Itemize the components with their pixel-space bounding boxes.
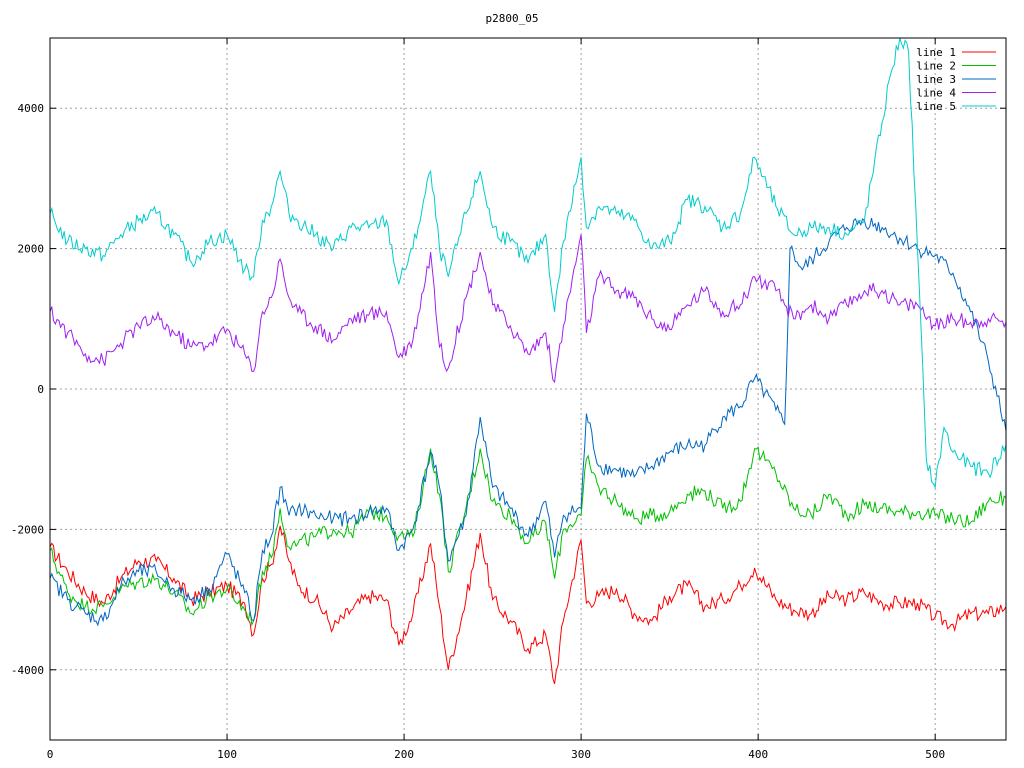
x-tick-label: 200 [394, 748, 414, 761]
axis-ticks: 0 100 200 300 400 500 -4000 -2000 0 2000 4000 [11, 38, 1006, 761]
legend-label-4: line 4 [916, 87, 956, 100]
y-tick-label: 2000 [18, 243, 45, 256]
x-tick-label: 100 [217, 748, 237, 761]
legend-label-2: line 2 [916, 60, 956, 73]
series-layer [50, 38, 1006, 684]
series-line-4 [50, 234, 1006, 384]
legend-label-3: line 3 [916, 73, 956, 86]
y-tick-label: 0 [37, 383, 44, 396]
x-tick-label: 300 [571, 748, 591, 761]
series-line-3 [50, 217, 1006, 627]
y-tick-label: 4000 [18, 102, 45, 115]
grid-lines [50, 38, 1006, 740]
x-tick-label: 500 [925, 748, 945, 761]
x-tick-label: 0 [47, 748, 54, 761]
series-line-2 [50, 446, 1006, 627]
legend-label-5: line 5 [916, 100, 956, 113]
x-tick-label: 400 [748, 748, 768, 761]
y-tick-label: -4000 [11, 664, 44, 677]
y-tick-label: -2000 [11, 523, 44, 536]
series-line-5 [50, 38, 1006, 490]
chart-title: p2800_05 [486, 12, 539, 25]
series-line-1 [50, 525, 1006, 684]
legend-label-1: line 1 [916, 46, 956, 59]
